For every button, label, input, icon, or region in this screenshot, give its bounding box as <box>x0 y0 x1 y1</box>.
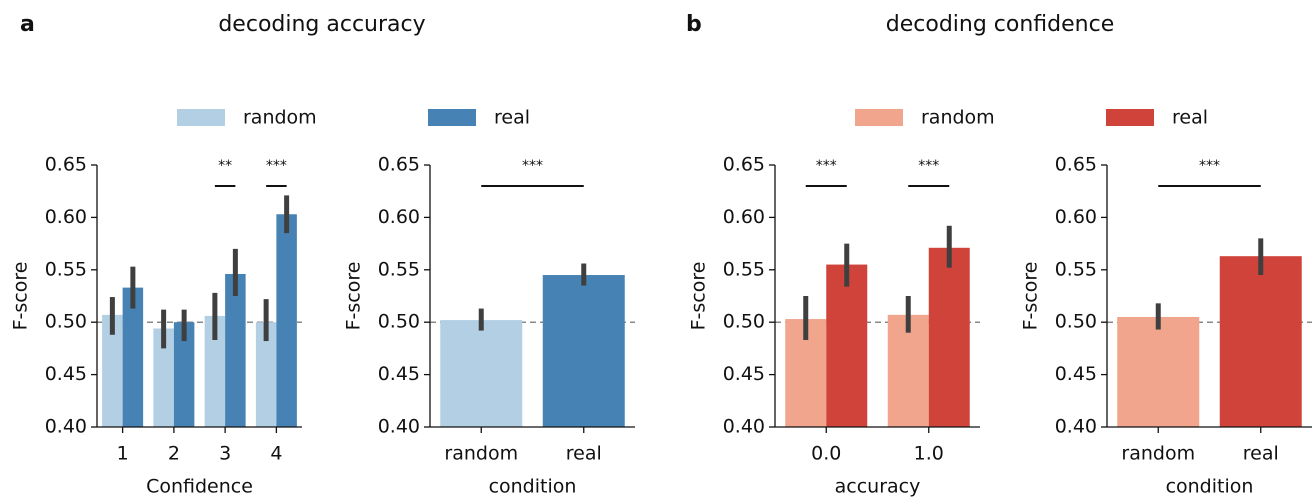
y-tick-label: 0.50 <box>723 311 765 333</box>
panel-title: decoding confidence <box>886 12 1114 37</box>
y-tick-label: 0.45 <box>45 363 87 385</box>
x-tick-label: real <box>1243 443 1279 465</box>
legend-swatch <box>855 109 903 126</box>
x-tick-label: 0.0 <box>811 443 841 465</box>
legend-swatch <box>428 109 476 126</box>
y-axis-label: F-score <box>688 262 710 331</box>
legend-label: real <box>494 107 530 129</box>
y-tick-label: 0.60 <box>378 206 420 228</box>
bar <box>542 275 625 427</box>
bar <box>255 322 277 427</box>
bar <box>204 315 226 427</box>
x-tick-label: 1.0 <box>914 443 944 465</box>
x-tick-label: 3 <box>219 443 231 465</box>
x-tick-label: random <box>1121 443 1195 465</box>
y-tick-label: 0.60 <box>45 206 87 228</box>
y-tick-label: 0.40 <box>45 416 87 438</box>
y-tick-label: 0.50 <box>1055 311 1097 333</box>
legend-label: real <box>1172 107 1208 129</box>
bar <box>225 273 246 427</box>
x-tick-label: 4 <box>270 443 282 465</box>
y-tick-label: 0.40 <box>378 416 420 438</box>
y-tick-label: 0.50 <box>378 311 420 333</box>
y-tick-label: 0.65 <box>1055 154 1097 176</box>
x-axis-label: Confidence <box>146 476 253 498</box>
x-tick-label: 1 <box>117 443 129 465</box>
panel-title: decoding accuracy <box>218 12 425 37</box>
bar <box>153 328 174 427</box>
y-axis-label: F-score <box>10 262 32 331</box>
panel-label: a <box>20 12 35 37</box>
y-tick-label: 0.60 <box>1055 206 1097 228</box>
legend-label: random <box>921 107 995 129</box>
y-axis-label: F-score <box>1020 262 1042 331</box>
legend-swatch <box>1106 109 1154 126</box>
bar <box>122 287 144 427</box>
y-tick-label: 0.65 <box>45 154 87 176</box>
y-tick-label: 0.50 <box>45 311 87 333</box>
x-axis-label: condition <box>1166 476 1254 498</box>
bar <box>887 314 929 427</box>
y-tick-label: 0.55 <box>1055 258 1097 280</box>
y-tick-label: 0.40 <box>723 416 765 438</box>
legend-swatch <box>177 109 225 126</box>
bar <box>1117 316 1200 427</box>
y-tick-label: 0.55 <box>45 258 87 280</box>
legend-label: random <box>243 107 317 129</box>
bar <box>276 214 297 427</box>
x-tick-label: random <box>444 443 518 465</box>
x-axis-label: condition <box>489 476 577 498</box>
bar <box>1219 256 1302 427</box>
y-tick-label: 0.40 <box>1055 416 1097 438</box>
bar <box>826 264 868 427</box>
y-tick-label: 0.55 <box>723 258 765 280</box>
y-tick-label: 0.65 <box>378 154 420 176</box>
y-tick-label: 0.45 <box>1055 363 1097 385</box>
significance-label: *** <box>522 158 543 174</box>
x-axis-label: accuracy <box>835 476 921 498</box>
significance-label: ** <box>218 158 232 174</box>
significance-label: *** <box>1199 158 1220 174</box>
bar <box>928 247 970 427</box>
y-tick-label: 0.60 <box>723 206 765 228</box>
y-tick-label: 0.45 <box>378 363 420 385</box>
panel-label: b <box>686 12 702 37</box>
x-tick-label: real <box>566 443 602 465</box>
bar <box>173 322 195 427</box>
bar <box>102 314 123 427</box>
significance-label: *** <box>266 158 287 174</box>
significance-label: *** <box>918 158 939 174</box>
y-tick-label: 0.45 <box>723 363 765 385</box>
bar <box>440 320 523 427</box>
y-tick-label: 0.65 <box>723 154 765 176</box>
y-tick-label: 0.55 <box>378 258 420 280</box>
y-axis-label: F-score <box>343 262 365 331</box>
x-tick-label: 2 <box>168 443 180 465</box>
significance-label: *** <box>816 158 837 174</box>
